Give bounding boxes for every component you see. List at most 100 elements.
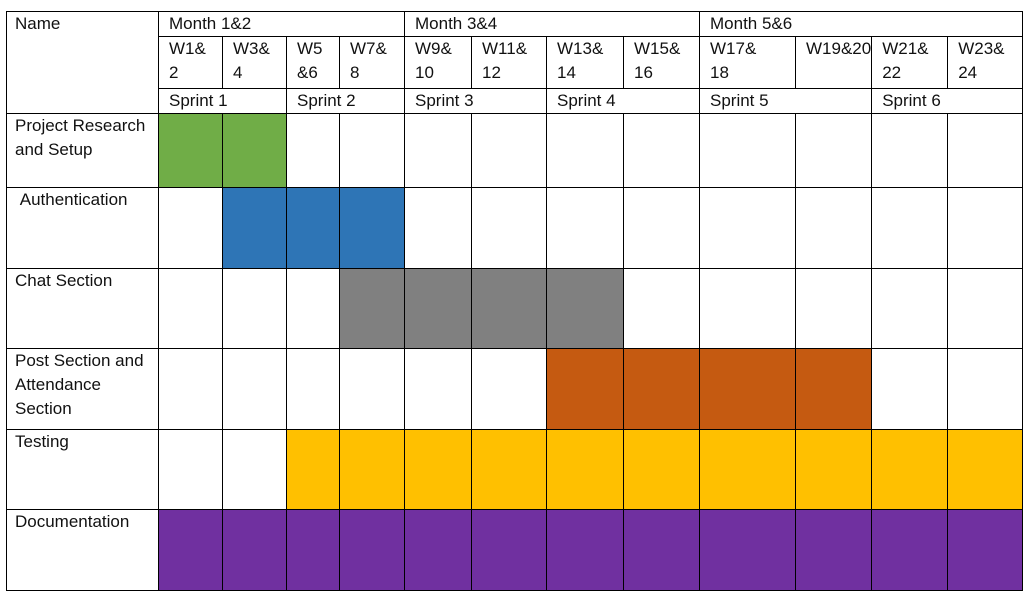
empty-cell [158,268,223,349]
empty-cell [871,187,949,269]
gantt-bar-cell [339,187,405,269]
empty-cell [947,113,1024,188]
empty-cell [222,348,287,430]
empty-cell [286,348,340,430]
empty-cell [546,113,624,188]
week-header: W19&20 [794,36,873,89]
task-name: Documentation [6,509,159,591]
empty-cell [158,429,223,510]
gantt-bar-cell [471,429,547,510]
sprint-header-row: Sprint 1 Sprint 2 Sprint 3 Sprint 4 Sprint 5… [7,88,1024,114]
month-header: Month 5&6 [698,11,1024,37]
task-name: Post Section and Attendance Section [6,348,159,430]
empty-cell [947,348,1024,430]
week-header: W17& 18 [699,36,796,89]
week-header: W7& 8 [339,36,405,89]
task-row: Documentation [6,509,1024,591]
empty-cell [623,113,700,188]
gantt-bar-cell [699,348,796,430]
empty-cell [871,268,949,349]
task-name: Authentication [6,187,159,269]
week-header-row: W1& 2 W3& 4 W5 &6 W7& 8 W9& 10 W11& 12 W13& 14… [7,36,1024,89]
gantt-bar-cell [794,509,873,591]
gantt-bar-cell [623,509,700,591]
empty-cell [699,113,796,188]
gantt-bar-cell [471,509,547,591]
gantt-bar-cell [871,509,949,591]
gantt-bar-cell [794,429,873,510]
sprint-header: Sprint 1 [158,88,287,114]
gantt-bar-cell [546,348,624,430]
week-header: W5 &6 [286,36,340,89]
task-name: Chat Section [6,268,159,349]
gantt-bar-cell [947,509,1024,591]
empty-cell [286,113,340,188]
gantt-bar-cell [158,113,223,188]
week-header: W1& 2 [158,36,223,89]
sprint-header: Sprint 6 [871,88,1024,114]
empty-cell [699,268,796,349]
gantt-bar-cell [339,429,405,510]
gantt-bar-cell [404,429,472,510]
empty-cell [871,113,949,188]
empty-cell [222,429,287,510]
gantt-bar-cell [699,429,796,510]
gantt-bar-cell [222,113,287,188]
month-header: Month 1&2 [158,11,405,37]
empty-cell [794,113,873,188]
empty-cell [158,348,223,430]
empty-cell [794,187,873,269]
gantt-bar-cell [947,429,1024,510]
gantt-bar-cell [404,509,472,591]
empty-cell [339,348,405,430]
gantt-chart-table: Name Month 1&2 Month 3&4 Month 5&6 W1& 2 W3& … [6,11,1024,591]
empty-cell [871,348,949,430]
gantt-bar-cell [158,509,223,591]
task-name: Project Research and Setup [6,113,159,188]
empty-cell [546,187,624,269]
task-row: Testing [6,429,1024,510]
task-row: Post Section and Attendance Section [6,348,1024,430]
gantt-bar-cell [546,429,624,510]
empty-cell [623,268,700,349]
gantt-bar-cell [339,268,405,349]
empty-cell [471,348,547,430]
gantt-bar-cell [623,429,700,510]
gantt-bar-cell [546,268,624,349]
gantt-bar-cell [794,348,873,430]
week-header: W13& 14 [546,36,624,89]
month-header: Month 3&4 [404,11,700,37]
sprint-header: Sprint 5 [698,88,873,114]
sprint-header: Sprint 3 [404,88,547,114]
gantt-bar-cell [404,268,472,349]
gantt-bar-cell [286,187,340,269]
task-row: Project Research and Setup [6,113,1024,188]
week-header: W15& 16 [623,36,700,89]
week-header: W11& 12 [471,36,547,89]
gantt-bar-cell [623,348,700,430]
gantt-bar-cell [286,429,340,510]
month-header-row: Name Month 1&2 Month 3&4 Month 5&6 [6,11,1024,114]
empty-cell [623,187,700,269]
gantt-bar-cell [471,268,547,349]
task-row: Chat Section [6,268,1024,349]
empty-cell [404,348,472,430]
task-name: Testing [6,429,159,510]
gantt-bar-cell [871,429,949,510]
empty-cell [339,113,405,188]
week-header: W23& 24 [947,36,1024,89]
gantt-bar-cell [699,509,796,591]
gantt-bar-cell [286,509,340,591]
sprint-header: Sprint 2 [286,88,405,114]
empty-cell [404,187,472,269]
gantt-bar-cell [222,187,287,269]
empty-cell [222,268,287,349]
gantt-bar-cell [339,509,405,591]
empty-cell [471,187,547,269]
empty-cell [947,268,1024,349]
week-header: W9& 10 [404,36,472,89]
empty-cell [158,187,223,269]
sprint-header: Sprint 4 [546,88,700,114]
empty-cell [947,187,1024,269]
empty-cell [286,268,340,349]
